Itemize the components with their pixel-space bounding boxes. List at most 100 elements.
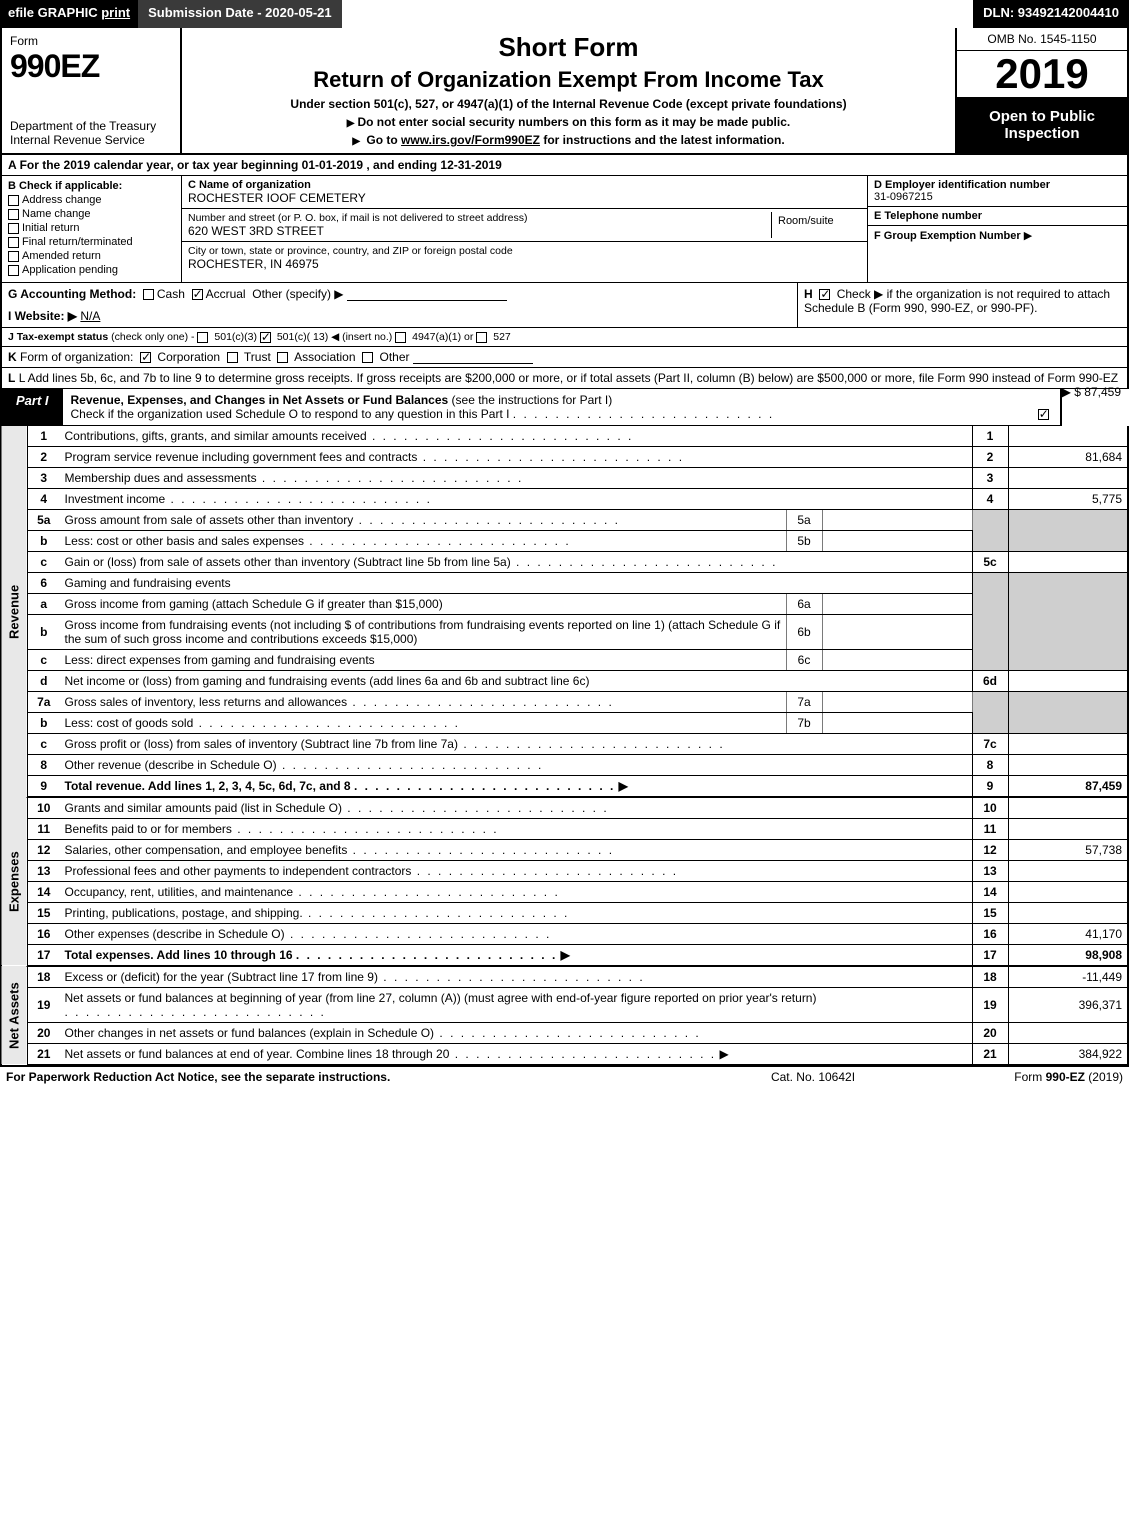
inval-7a[interactable] <box>822 692 972 713</box>
chk-initial-return[interactable]: Initial return <box>8 222 175 234</box>
desc-20-text: Other changes in net assets or fund bala… <box>65 1026 435 1040</box>
val-2: 81,684 <box>1008 447 1128 468</box>
ln-3: 3 <box>28 468 60 489</box>
desc-2: Program service revenue including govern… <box>60 447 973 468</box>
row-10: Expenses 10 Grants and similar amounts p… <box>1 797 1128 819</box>
val-6d <box>1008 671 1128 692</box>
inval-5b[interactable] <box>822 531 972 552</box>
row-14: 14 Occupancy, rent, utilities, and maint… <box>1 882 1128 903</box>
row-6c: c Less: direct expenses from gaming and … <box>1 650 1128 671</box>
desc-6b: Gross income from fundraising events (no… <box>60 615 787 650</box>
desc-7a-text: Gross sales of inventory, less returns a… <box>65 695 348 709</box>
fge-cell: F Group Exemption Number ▶ <box>868 226 1127 282</box>
row-13: 13 Professional fees and other payments … <box>1 861 1128 882</box>
desc-13-text: Professional fees and other payments to … <box>65 864 412 878</box>
inln-6b: 6b <box>786 615 822 650</box>
chk-corporation[interactable] <box>140 352 151 363</box>
chk-other-org[interactable] <box>362 352 373 363</box>
city-label: City or town, state or province, country… <box>188 245 861 257</box>
desc-8-text: Other revenue (describe in Schedule O) <box>65 758 277 772</box>
inval-6c[interactable] <box>822 650 972 671</box>
row-9: 9 Total revenue. Add lines 1, 2, 3, 4, 5… <box>1 776 1128 798</box>
chk-address-change[interactable]: Address change <box>8 194 175 206</box>
chk-final-return-label: Final return/terminated <box>22 236 133 248</box>
chk-schedule-o[interactable] <box>1038 409 1049 420</box>
inln-5a: 5a <box>786 510 822 531</box>
part-1-title: Revenue, Expenses, and Changes in Net As… <box>63 389 1030 425</box>
street-value: 620 WEST 3RD STREET <box>188 224 771 238</box>
chk-initial-return-label: Initial return <box>22 222 79 234</box>
rln-11: 11 <box>972 819 1008 840</box>
val-5-shade <box>1008 510 1128 552</box>
val-6-shade <box>1008 573 1128 671</box>
desc-10-text: Grants and similar amounts paid (list in… <box>65 801 342 815</box>
row-6d: d Net income or (loss) from gaming and f… <box>1 671 1128 692</box>
rln-15: 15 <box>972 903 1008 924</box>
box-def: D Employer identification number 31-0967… <box>867 176 1127 282</box>
val-1 <box>1008 426 1128 447</box>
inln-7a: 7a <box>786 692 822 713</box>
val-10 <box>1008 797 1128 819</box>
city-value: ROCHESTER, IN 46975 <box>188 257 861 271</box>
efile-badge: efile GRAPHIC print <box>0 0 138 28</box>
other-blank[interactable] <box>347 289 507 301</box>
desc-3-text: Membership dues and assessments <box>65 471 257 485</box>
desc-18-text: Excess or (deficit) for the year (Subtra… <box>65 970 378 984</box>
inval-6a[interactable] <box>822 594 972 615</box>
desc-17: Total expenses. Add lines 10 through 16 … <box>60 945 973 967</box>
dept-line2: Internal Revenue Service <box>10 133 172 147</box>
chk-4947[interactable] <box>395 332 406 343</box>
room-cell: Room/suite <box>771 212 861 238</box>
chk-accrual-label: Accrual <box>206 287 246 301</box>
desc-5b-text: Less: cost or other basis and sales expe… <box>65 534 304 548</box>
tax-year: 2019 <box>957 51 1127 97</box>
lines-table: Revenue 1 Contributions, gifts, grants, … <box>0 426 1129 1066</box>
desc-16-text: Other expenses (describe in Schedule O) <box>65 927 285 941</box>
sub3-post: for instructions and the latest informat… <box>540 133 785 147</box>
rln-5-shade <box>972 510 1008 552</box>
row-7a: 7a Gross sales of inventory, less return… <box>1 692 1128 713</box>
ln-6b: b <box>28 615 60 650</box>
desc-15-text: Printing, publications, postage, and shi… <box>65 906 303 920</box>
header-center: Short Form Return of Organization Exempt… <box>182 28 957 153</box>
irs-link[interactable]: www.irs.gov/Form990EZ <box>401 133 540 147</box>
row-6a: a Gross income from gaming (attach Sched… <box>1 594 1128 615</box>
desc-7b-text: Less: cost of goods sold <box>65 716 194 730</box>
row-8: 8 Other revenue (describe in Schedule O)… <box>1 755 1128 776</box>
inval-7b[interactable] <box>822 713 972 734</box>
row-5b: b Less: cost or other basis and sales ex… <box>1 531 1128 552</box>
form-header: Form 990EZ Department of the Treasury In… <box>0 28 1129 155</box>
desc-1: Contributions, gifts, grants, and simila… <box>60 426 973 447</box>
row-16: 16 Other expenses (describe in Schedule … <box>1 924 1128 945</box>
line-g-h: G Accounting Method: Cash Accrual Other … <box>0 283 1129 328</box>
row-4: 4 Investment income 4 5,775 <box>1 489 1128 510</box>
desc-6a: Gross income from gaming (attach Schedul… <box>60 594 787 615</box>
inval-6b[interactable] <box>822 615 972 650</box>
chk-501c[interactable] <box>260 332 271 343</box>
chk-application-pending[interactable]: Application pending <box>8 264 175 276</box>
inln-6a: 6a <box>786 594 822 615</box>
other-org-blank[interactable] <box>413 353 533 364</box>
dept-line1: Department of the Treasury <box>10 119 172 133</box>
box-b-header-text: Check if applicable: <box>19 180 122 192</box>
chk-trust[interactable] <box>227 352 238 363</box>
inval-5a[interactable] <box>822 510 972 531</box>
identity-block: B Check if applicable: Address change Na… <box>0 176 1129 283</box>
chk-cash[interactable] <box>143 289 154 300</box>
desc-7a: Gross sales of inventory, less returns a… <box>60 692 787 713</box>
desc-7c: Gross profit or (loss) from sales of inv… <box>60 734 973 755</box>
chk-501c3[interactable] <box>197 332 208 343</box>
rln-12: 12 <box>972 840 1008 861</box>
chk-name-change[interactable]: Name change <box>8 208 175 220</box>
val-9: 87,459 <box>1008 776 1128 798</box>
desc-6c-text: Less: direct expenses from gaming and fu… <box>65 653 375 667</box>
chk-accrual[interactable] <box>192 289 203 300</box>
chk-527[interactable] <box>476 332 487 343</box>
chk-schedule-b[interactable] <box>819 289 830 300</box>
chk-amended-return[interactable]: Amended return <box>8 250 175 262</box>
part-1-tag: Part I <box>2 389 63 425</box>
chk-association[interactable] <box>277 352 288 363</box>
chk-final-return[interactable]: Final return/terminated <box>8 236 175 248</box>
print-link[interactable]: print <box>101 5 130 20</box>
fge-label: F Group Exemption Number <box>874 230 1021 242</box>
